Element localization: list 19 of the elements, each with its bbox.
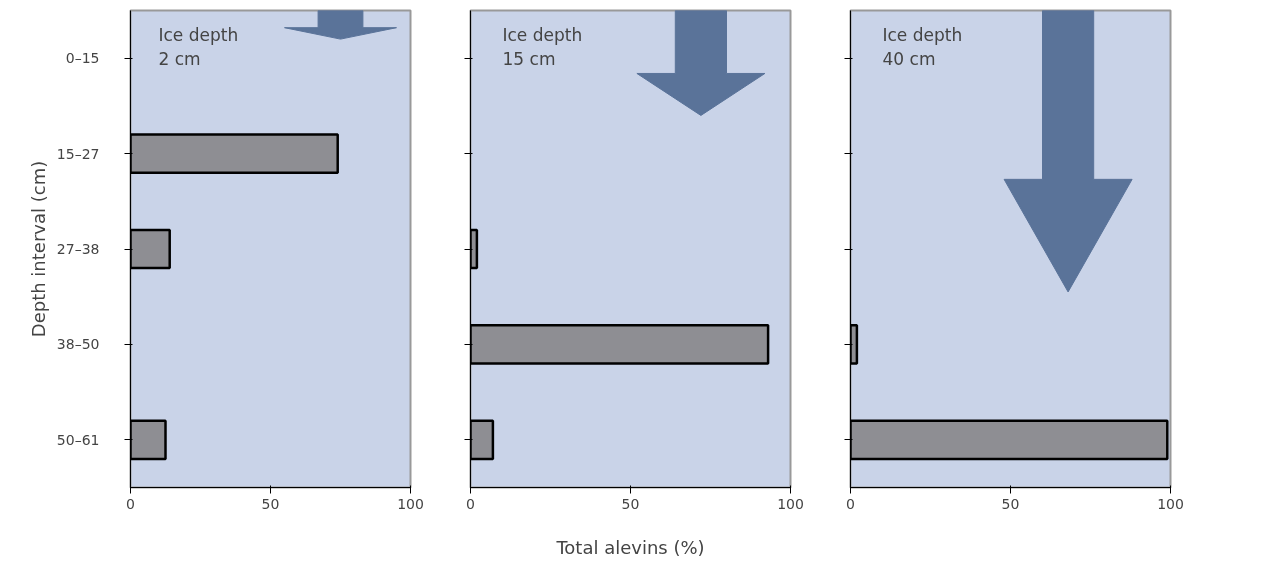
x-tick-label: 100 — [397, 495, 424, 512]
x-tick-label: 50 — [621, 495, 640, 512]
annotation: Ice depth 40 cm — [882, 24, 963, 69]
y-tick-label: 15–27 — [56, 145, 100, 162]
x-tick-label: 50 — [261, 495, 280, 512]
x-tick-label: 0 — [126, 495, 135, 512]
x-tick-label: 0 — [466, 495, 475, 512]
y-tick-label: 50–61 — [56, 431, 100, 448]
x-tick-label: 0 — [846, 495, 855, 512]
x-tick-label: 50 — [1001, 495, 1020, 512]
annotation: Ice depth 15 cm — [502, 24, 583, 69]
y-tick-label: 38–50 — [56, 336, 100, 353]
x-tick-label: 100 — [1157, 495, 1184, 512]
annotation: Ice depth 2 cm — [158, 24, 239, 69]
y-axis-title: Depth interval (cm) — [27, 160, 49, 338]
y-tick-label: 27–38 — [56, 241, 100, 257]
y-tick-label: 0–15 — [65, 50, 100, 67]
x-axis-title: Total alevins (%) — [555, 536, 705, 558]
x-tick-label: 100 — [777, 495, 804, 512]
